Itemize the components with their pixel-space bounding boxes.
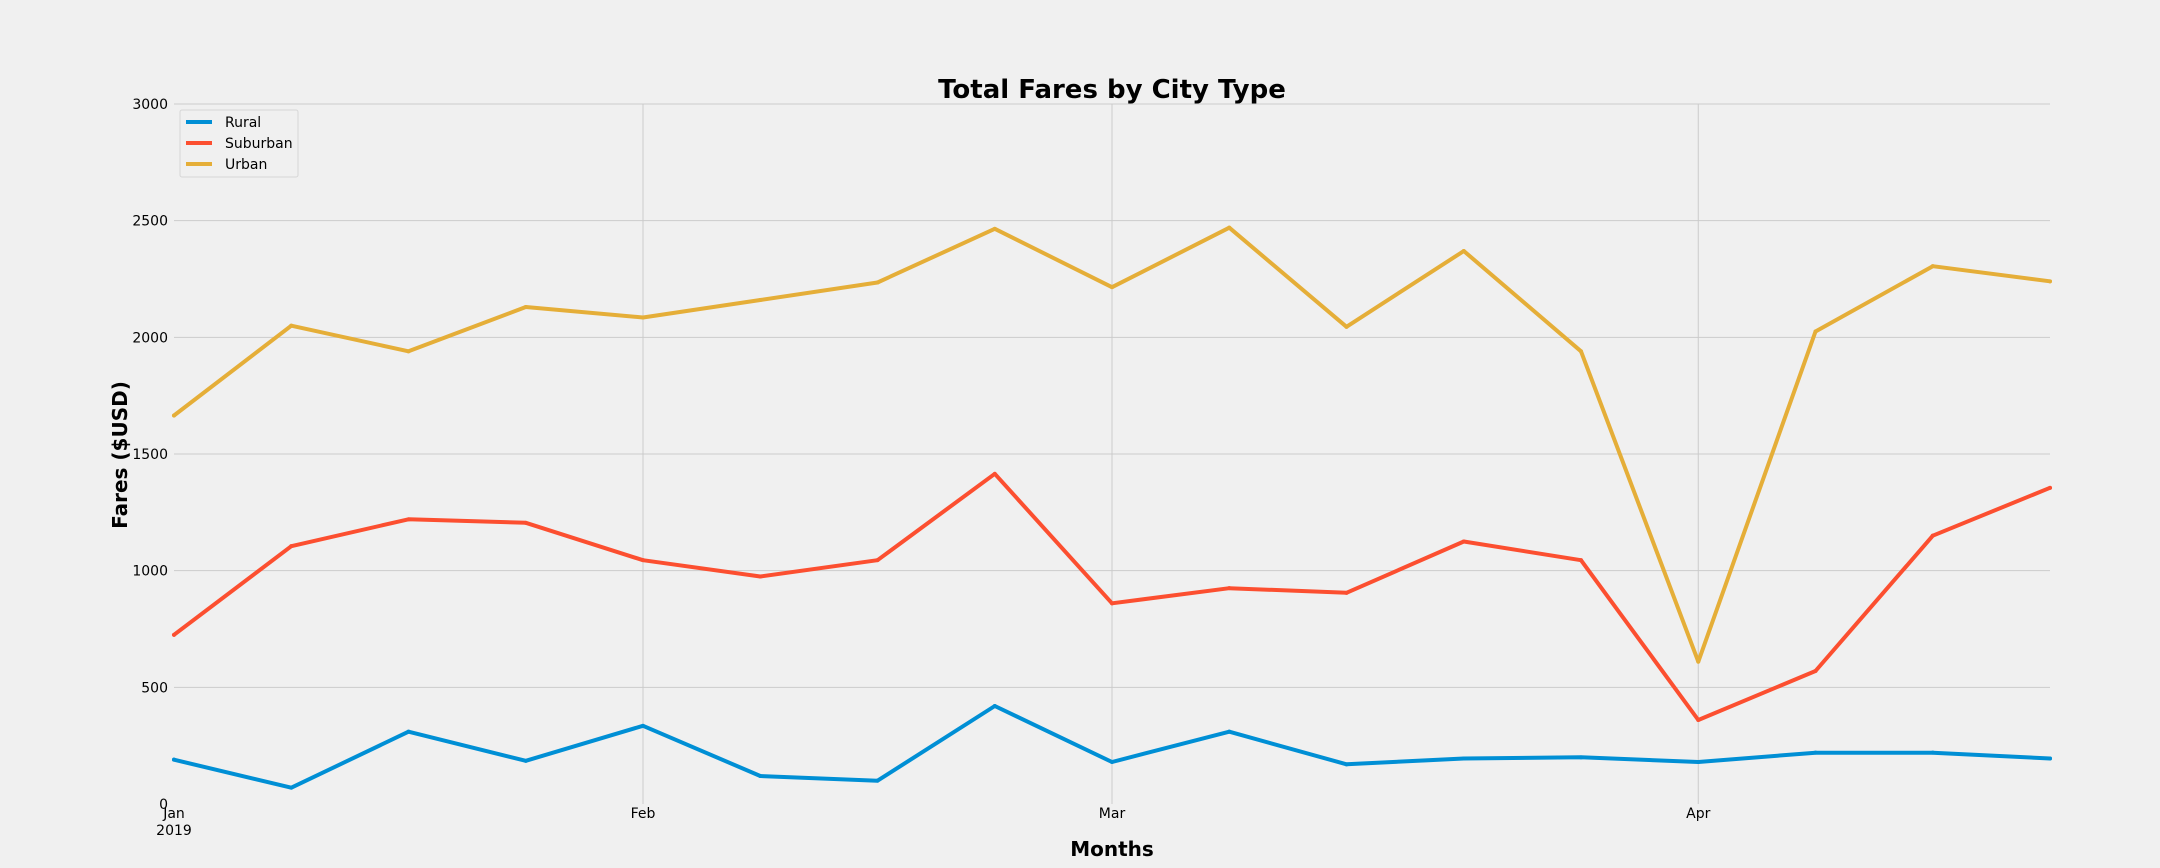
y-tick-label: 1000 [132, 564, 168, 580]
chart-title: Total Fares by City Type [938, 75, 1286, 105]
data-point-rural [523, 758, 528, 763]
legend: Rural Suburban Urban [179, 109, 299, 178]
data-point-rural [875, 778, 880, 783]
y-tick-label: 2500 [132, 214, 168, 230]
data-point-urban [1813, 329, 1818, 334]
data-point-suburban [1227, 586, 1232, 591]
data-point-suburban [875, 558, 880, 563]
y-tick-label: 0 [159, 797, 168, 813]
data-point-suburban [1696, 718, 1701, 722]
data-point-suburban [1930, 533, 1935, 538]
data-point-suburban [1579, 558, 1583, 563]
data-point-urban [1930, 264, 1935, 269]
legend-label-urban: Urban [225, 157, 267, 173]
data-point-rural [1461, 756, 1466, 761]
data-point-suburban [406, 517, 411, 522]
data-point-urban [1227, 225, 1232, 230]
data-point-rural [1579, 755, 1583, 760]
data-point-urban [523, 305, 528, 309]
data-point-suburban [523, 520, 528, 525]
data-point-rural [1227, 729, 1232, 734]
data-point-urban [1110, 285, 1114, 290]
data-point-urban [1461, 249, 1466, 253]
x-tick-label: Apr [1686, 806, 1710, 822]
data-point-urban [641, 315, 645, 320]
data-point-suburban [992, 471, 997, 476]
data-point-urban [172, 413, 176, 418]
data-point-rural [406, 729, 411, 734]
legend-items: Rural Suburban Urban [186, 115, 293, 173]
data-point-rural [2048, 756, 2052, 761]
data-point-suburban [758, 574, 763, 579]
x-tick-sublabel: 2019 [156, 823, 192, 839]
data-point-rural [758, 774, 763, 778]
x-tick-label: Jan [162, 806, 185, 822]
data-point-suburban [1110, 601, 1114, 606]
y-axis-ticks: 0 500 1000 1500 2000 2500 3000 [132, 97, 168, 813]
data-point-urban [2048, 279, 2052, 284]
data-point-urban [289, 323, 294, 328]
data-point-rural [641, 723, 645, 728]
data-point-urban [1579, 349, 1583, 354]
x-tick-label: Mar [1099, 806, 1126, 822]
y-tick-label: 3000 [132, 97, 168, 113]
data-point-suburban [2048, 485, 2052, 490]
data-point-rural [289, 785, 294, 790]
legend-label-suburban: Suburban [225, 136, 293, 152]
data-point-rural [172, 757, 176, 762]
y-tick-label: 1500 [132, 447, 168, 463]
legend-frame [179, 109, 299, 178]
data-point-urban [1344, 324, 1349, 329]
data-point-rural [1813, 750, 1818, 755]
x-axis-title: Months [1070, 837, 1154, 861]
y-tick-label: 500 [141, 680, 168, 696]
data-point-urban [406, 349, 411, 354]
series-lines [172, 225, 2052, 790]
data-point-rural [1344, 762, 1349, 767]
data-point-suburban [1344, 590, 1349, 595]
grid [174, 103, 2050, 804]
data-point-urban [875, 280, 880, 285]
data-point-rural [992, 704, 997, 708]
data-point-suburban [641, 558, 645, 563]
data-point-rural [1696, 760, 1701, 764]
data-point-urban [758, 298, 763, 302]
data-point-rural [1930, 750, 1935, 755]
x-tick-label: Feb [631, 806, 656, 822]
data-point-suburban [289, 544, 294, 549]
data-point-urban [992, 226, 997, 231]
data-point-suburban [172, 632, 176, 637]
y-axis-title: Fares ($USD) [108, 381, 132, 529]
data-point-rural [1110, 760, 1114, 764]
data-point-urban [1696, 659, 1701, 664]
y-tick-label: 2000 [132, 330, 168, 346]
data-point-suburban [1461, 539, 1466, 544]
legend-label-rural: Rural [225, 115, 261, 131]
data-point-suburban [1813, 669, 1818, 673]
